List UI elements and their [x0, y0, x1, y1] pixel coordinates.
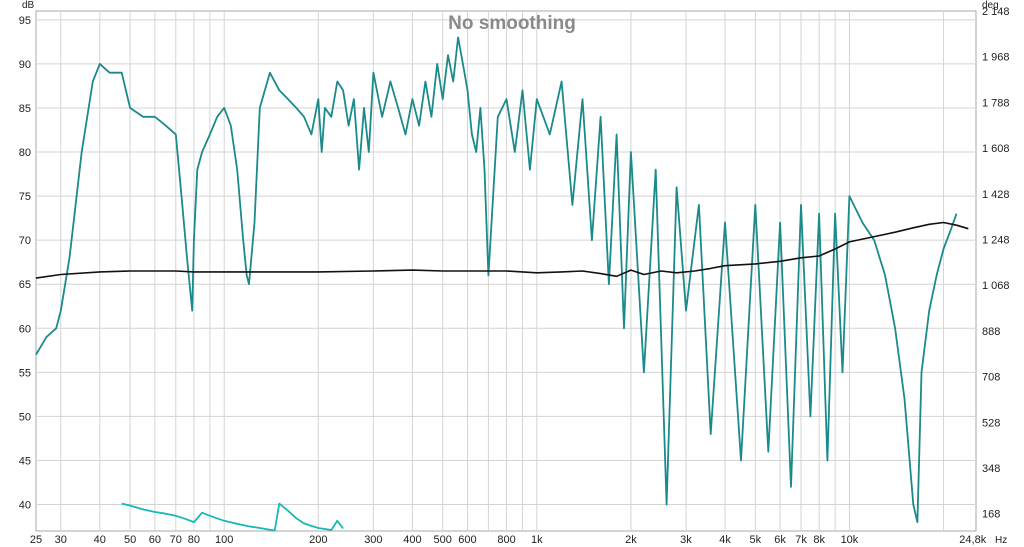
- x-tick-label: 80: [188, 534, 200, 546]
- left-tick-label: 65: [19, 279, 31, 291]
- x-tick-label: 50: [124, 534, 136, 546]
- right-tick-label: 528: [982, 417, 1000, 429]
- x-tick-label: 4k: [719, 534, 731, 546]
- right-tick-label: 708: [982, 372, 1000, 384]
- curves: [35, 36, 969, 532]
- left-tick-label: 75: [19, 191, 31, 203]
- left-tick-label: 95: [19, 15, 31, 27]
- x-tick-label: 8k: [813, 534, 825, 546]
- right-tick-label: 1 788: [982, 97, 1010, 109]
- x-tick-label: 1k: [531, 534, 543, 546]
- x-tick-label: 600: [458, 534, 476, 546]
- x-tick-label: 6k: [774, 534, 786, 546]
- left-axis-unit: dB: [22, 0, 35, 11]
- x-tick-label: 300: [364, 534, 382, 546]
- x-tick-label: 60: [149, 534, 161, 546]
- chart-title: No smoothing: [448, 13, 576, 34]
- x-tick-label: 5k: [750, 534, 762, 546]
- right-tick-label: 168: [982, 509, 1000, 521]
- x-axis-tick-labels: 25 30 40 50 60 70 80 100 200 300 400 500 600 800 1k 2k 3…: [30, 534, 987, 546]
- left-tick-label: 70: [19, 235, 31, 247]
- left-tick-label: 90: [19, 59, 31, 71]
- right-tick-label: 1 608: [982, 143, 1010, 155]
- right-tick-label: 1 248: [982, 235, 1010, 247]
- right-axis-unit: deg: [982, 0, 999, 11]
- right-tick-label: 1 428: [982, 189, 1010, 201]
- right-axis-tick-labels: 168 348 528 708 888 1 068 1 248 1 428 1 608 1 788…: [982, 6, 1010, 521]
- left-tick-label: 85: [19, 103, 31, 115]
- x-tick-label: 10k: [841, 534, 859, 546]
- x-tick-label: 25: [30, 534, 42, 546]
- right-tick-label: 348: [982, 463, 1000, 475]
- left-tick-label: 40: [19, 500, 31, 512]
- x-tick-label: 500: [434, 534, 452, 546]
- x-tick-label: 3k: [680, 534, 692, 546]
- series-line-2: [121, 502, 344, 532]
- right-tick-label: 1 968: [982, 52, 1010, 64]
- x-tick-label: 400: [403, 534, 421, 546]
- right-tick-label: 1 068: [982, 280, 1010, 292]
- left-tick-label: 45: [19, 455, 31, 467]
- x-tick-label: 100: [215, 534, 233, 546]
- right-tick-label: 888: [982, 326, 1000, 338]
- right-tick-label: 2 148: [982, 6, 1010, 18]
- x-tick-label: 200: [309, 534, 327, 546]
- left-tick-label: 50: [19, 411, 31, 423]
- x-tick-label: 800: [497, 534, 515, 546]
- x-tick-label: 2k: [625, 534, 637, 546]
- x-axis-unit: Hz: [995, 535, 1007, 546]
- left-tick-label: 80: [19, 147, 31, 159]
- left-tick-label: 60: [19, 323, 31, 335]
- left-axis-tick-labels: 40 45 50 55 60 65 70 75 80 85 90 95: [19, 15, 31, 512]
- x-tick-label: 70: [170, 534, 182, 546]
- x-tick-label: 40: [94, 534, 106, 546]
- x-tick-label: 24,8k: [959, 534, 986, 546]
- x-tick-label: 30: [55, 534, 67, 546]
- left-tick-label: 55: [19, 367, 31, 379]
- series-line-1: [35, 221, 969, 279]
- series-line-0: [35, 36, 958, 524]
- x-tick-label: 7k: [795, 534, 807, 546]
